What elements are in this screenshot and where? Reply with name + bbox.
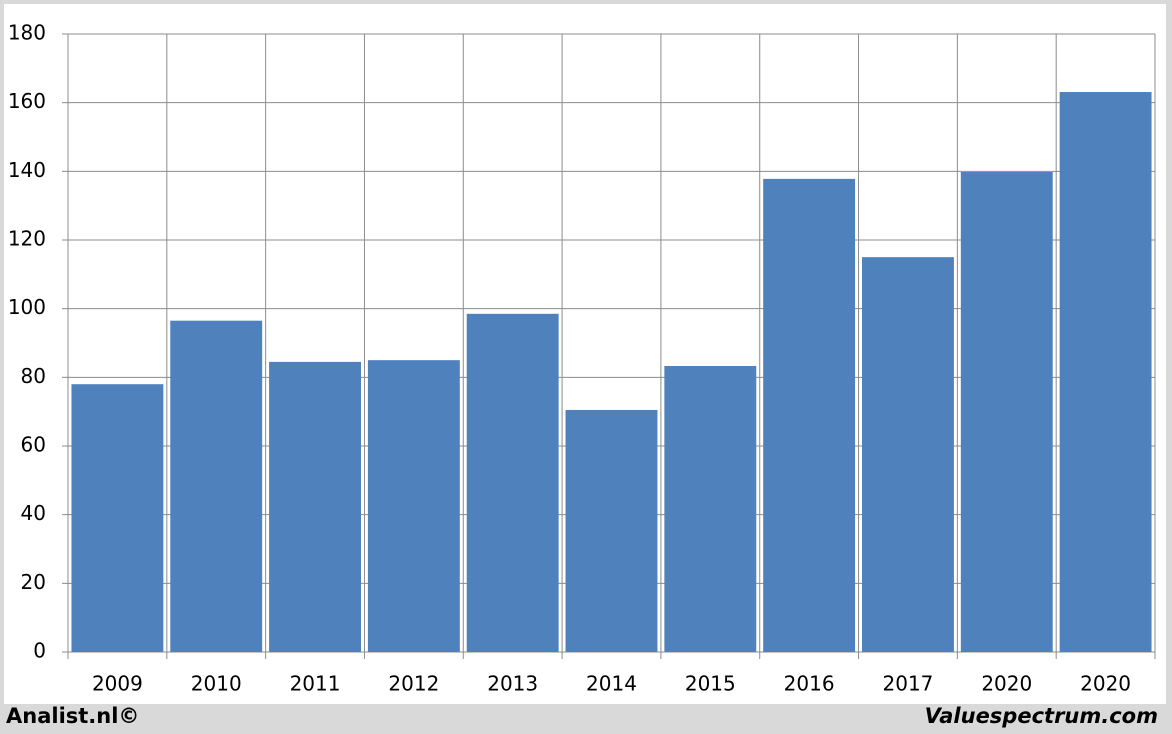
bar xyxy=(960,172,1053,652)
y-tick-label: 40 xyxy=(21,501,46,525)
y-tick-label: 60 xyxy=(21,433,46,457)
x-tick-label: 2020 xyxy=(1080,672,1131,696)
y-tick-label: 160 xyxy=(8,89,46,113)
y-tick-label: 80 xyxy=(21,364,46,388)
y-tick-label: 20 xyxy=(21,570,46,594)
x-tick-label: 2015 xyxy=(685,672,736,696)
y-tick-label: 120 xyxy=(8,227,46,251)
y-tick-label: 180 xyxy=(8,21,46,45)
bar xyxy=(71,384,164,652)
source-left: Analist.nl© xyxy=(6,704,139,728)
source-right: Valuespectrum.com xyxy=(925,704,1158,728)
x-tick-label: 2020 xyxy=(981,672,1032,696)
bar xyxy=(466,313,559,652)
bar xyxy=(170,320,263,652)
bar xyxy=(763,178,856,653)
x-tick-label: 2017 xyxy=(883,672,934,696)
x-tick-label: 2014 xyxy=(586,672,637,696)
bar xyxy=(565,409,658,652)
bar xyxy=(269,361,361,652)
x-tick-label: 2010 xyxy=(191,672,242,696)
bar xyxy=(664,366,757,652)
y-tick-label: 100 xyxy=(8,295,46,319)
bar xyxy=(367,360,460,652)
x-tick-label: 2013 xyxy=(487,672,538,696)
x-tick-label: 2011 xyxy=(290,672,341,696)
y-tick-label: 0 xyxy=(33,639,46,663)
x-tick-label: 2016 xyxy=(784,672,835,696)
y-tick-label: 140 xyxy=(8,158,46,182)
x-tick-label: 2009 xyxy=(92,672,143,696)
bar xyxy=(1059,92,1152,653)
x-tick-label: 2012 xyxy=(388,672,439,696)
bar xyxy=(862,257,954,652)
